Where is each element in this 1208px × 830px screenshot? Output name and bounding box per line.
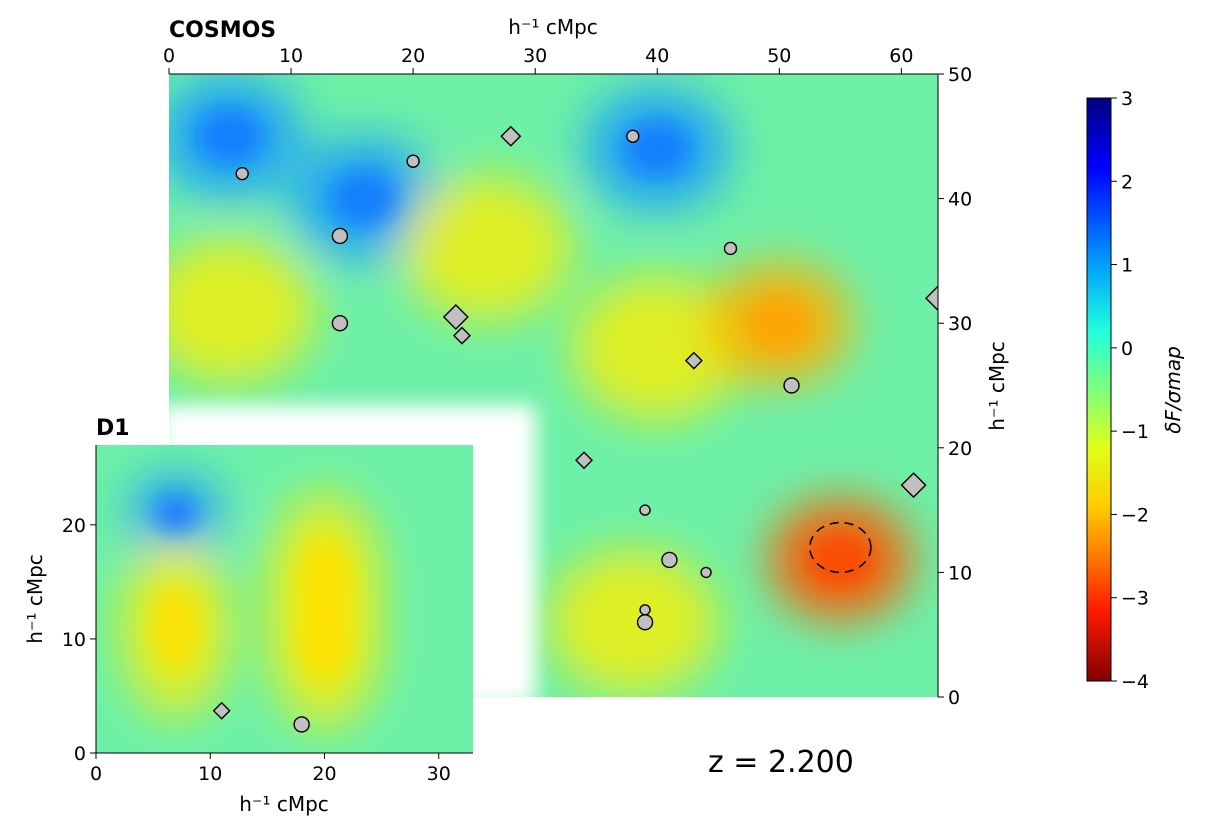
- y-tick-label: 30: [948, 313, 972, 335]
- colorbar-tick-label: 3: [1121, 88, 1133, 110]
- galaxy-circle-marker: [723, 241, 738, 256]
- field-feature-core: [624, 120, 691, 177]
- field-feature-yellow: [571, 275, 743, 421]
- galaxy-diamond-marker: [900, 472, 927, 499]
- colorbar-gradient: [1086, 97, 1112, 682]
- colorbar-tick-label: −1: [1121, 421, 1149, 443]
- galaxy-circle-marker: [783, 377, 800, 394]
- colorbar-tick-label: −4: [1121, 671, 1149, 693]
- galaxy-diamond-marker: [452, 326, 471, 345]
- y-tick-label: 10: [948, 562, 972, 584]
- x-tick-label: 60: [889, 45, 913, 67]
- y-tick-label: 10: [62, 629, 86, 651]
- galaxy-circle-marker: [406, 154, 420, 168]
- galaxy-diamond-marker: [500, 125, 522, 147]
- x-tick-label: 0: [163, 45, 175, 67]
- cosmos-panel: 0 10 20 30 40 50 60 0 10 20 30 40 50 COSMOS h⁻¹ cMp…: [163, 15, 1009, 709]
- x-tick-label: 10: [198, 763, 222, 785]
- galaxy-diamond-marker: [684, 351, 703, 370]
- colorbar-tick-label: 1: [1121, 255, 1133, 277]
- d1-x-axis-label: h⁻¹ cMpc: [239, 792, 329, 816]
- x-tick-label: 20: [401, 45, 425, 67]
- field-feature-core: [807, 531, 874, 588]
- field-feature-core: [299, 541, 350, 623]
- x-tick-label: 10: [279, 45, 303, 67]
- field-feature-core: [150, 587, 202, 668]
- y-tick-label: 20: [62, 515, 86, 537]
- galaxy-circle-marker: [639, 504, 651, 516]
- field-feature-yellow: [547, 549, 719, 695]
- y-tick-label: 40: [948, 189, 972, 211]
- galaxy-circle-marker: [331, 227, 349, 245]
- field-feature-core: [331, 170, 398, 227]
- galaxy-circle-marker: [626, 129, 640, 144]
- cosmos-x-axis-label: h⁻¹ cMpc: [508, 15, 598, 39]
- galaxy-circle-marker: [331, 315, 349, 332]
- galaxy-diamond-marker: [575, 451, 594, 470]
- field-feature-core: [299, 598, 350, 680]
- d1-y-axis-label: h⁻¹ cMpc: [23, 554, 47, 644]
- field-feature-core: [746, 295, 813, 352]
- galaxy-circle-marker: [639, 604, 651, 616]
- galaxy-diamond-marker: [925, 285, 938, 312]
- colorbar-tick-label: 0: [1121, 338, 1133, 360]
- dashed-contour: [809, 521, 872, 574]
- galaxy-circle-marker: [700, 566, 712, 579]
- x-tick-label: 0: [90, 763, 102, 785]
- d1-title: D1: [96, 416, 130, 441]
- colorbar-tick-label: 2: [1121, 171, 1133, 193]
- galaxy-circle-marker: [636, 614, 654, 631]
- colorbar: 3 2 1 0 −1 −2 −3 −4 δF/σmap: [1086, 88, 1185, 693]
- x-tick-label: 30: [427, 763, 451, 785]
- y-tick-label: 20: [948, 438, 972, 460]
- y-tick-label: 50: [948, 64, 972, 86]
- x-tick-label: 30: [523, 45, 547, 67]
- cosmos-y-axis-label: h⁻¹ cMpc: [985, 341, 1009, 431]
- cosmos-title: COSMOS: [169, 18, 276, 43]
- field-feature-yellow: [400, 175, 572, 322]
- y-tick-label: 0: [74, 743, 86, 765]
- d1-panel: 0 10 20 30 0 10 20 D1 h⁻¹ cMpc h⁻¹ cMpc: [23, 416, 473, 816]
- galaxy-diamond-marker: [212, 701, 231, 720]
- field-feature-core: [197, 108, 263, 165]
- y-tick-label: 0: [948, 687, 960, 709]
- galaxy-diamond-marker: [442, 303, 469, 330]
- galaxy-circle-marker: [235, 166, 249, 181]
- galaxy-circle-marker: [661, 551, 678, 569]
- colorbar-tick-label: −3: [1121, 588, 1149, 610]
- x-tick-label: 40: [645, 45, 669, 67]
- field-feature-yellow: [169, 238, 316, 384]
- redshift-label: z = 2.200: [708, 745, 854, 780]
- colorbar-label: δF/σmap: [1161, 346, 1185, 434]
- colorbar-tick-label: −2: [1121, 504, 1149, 526]
- x-tick-label: 20: [312, 763, 336, 785]
- field-feature-core: [154, 495, 198, 532]
- galaxy-circle-marker: [293, 716, 310, 733]
- x-tick-label: 50: [767, 45, 791, 67]
